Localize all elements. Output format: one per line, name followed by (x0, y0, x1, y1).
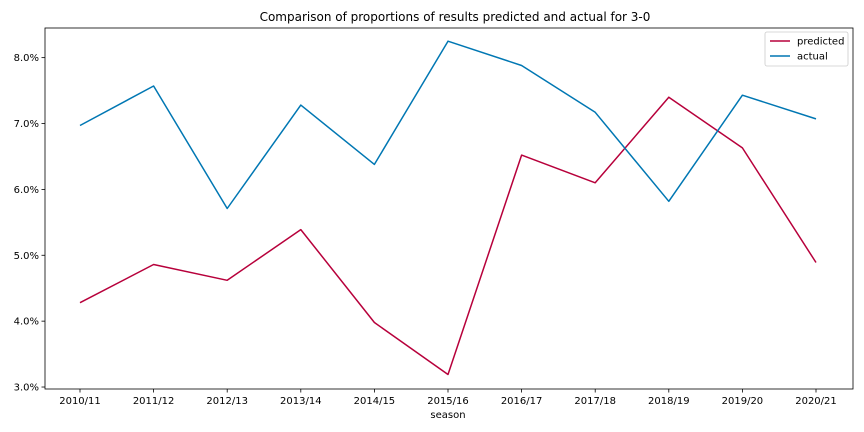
x-tick-label: 2013/14 (280, 396, 322, 407)
predicted-line (79, 96, 817, 376)
x-tick-label: 2015/16 (427, 396, 469, 407)
y-tick-label: 6.0% (14, 185, 39, 196)
x-tick-label: 2019/20 (722, 396, 764, 407)
y-tick-label: 4.0% (14, 317, 39, 328)
x-tick-label: 2017/18 (574, 396, 616, 407)
actual-line (79, 40, 817, 210)
x-axis-label: season (430, 410, 465, 421)
x-tick-label: 2016/17 (501, 396, 543, 407)
plot-area (44, 27, 854, 390)
y-tick-label: 8.0% (14, 53, 39, 64)
y-axis: 3.0% 4.0% 5.0% 6.0% 7.0% 8.0% (14, 53, 45, 394)
legend-label-actual: actual (797, 52, 828, 63)
x-tick-label: 2012/13 (206, 396, 248, 407)
y-tick-label: 5.0% (14, 251, 39, 262)
legend: predicted actual (764, 31, 849, 67)
y-tick-label: 7.0% (14, 119, 39, 130)
x-tick-label: 2018/19 (648, 396, 690, 407)
chart-title: Comparison of proportions of results pre… (260, 10, 651, 24)
x-tick-label: 2020/21 (795, 396, 837, 407)
y-tick-label: 3.0% (14, 383, 39, 394)
x-tick-label: 2010/11 (59, 396, 101, 407)
legend-label-predicted: predicted (797, 37, 844, 48)
x-axis: 2010/11 2011/12 2012/13 2013/14 2014/15 2015/… (59, 389, 837, 407)
x-tick-label: 2014/15 (354, 396, 396, 407)
x-tick-label: 2011/12 (133, 396, 175, 407)
series-layer (79, 40, 817, 376)
